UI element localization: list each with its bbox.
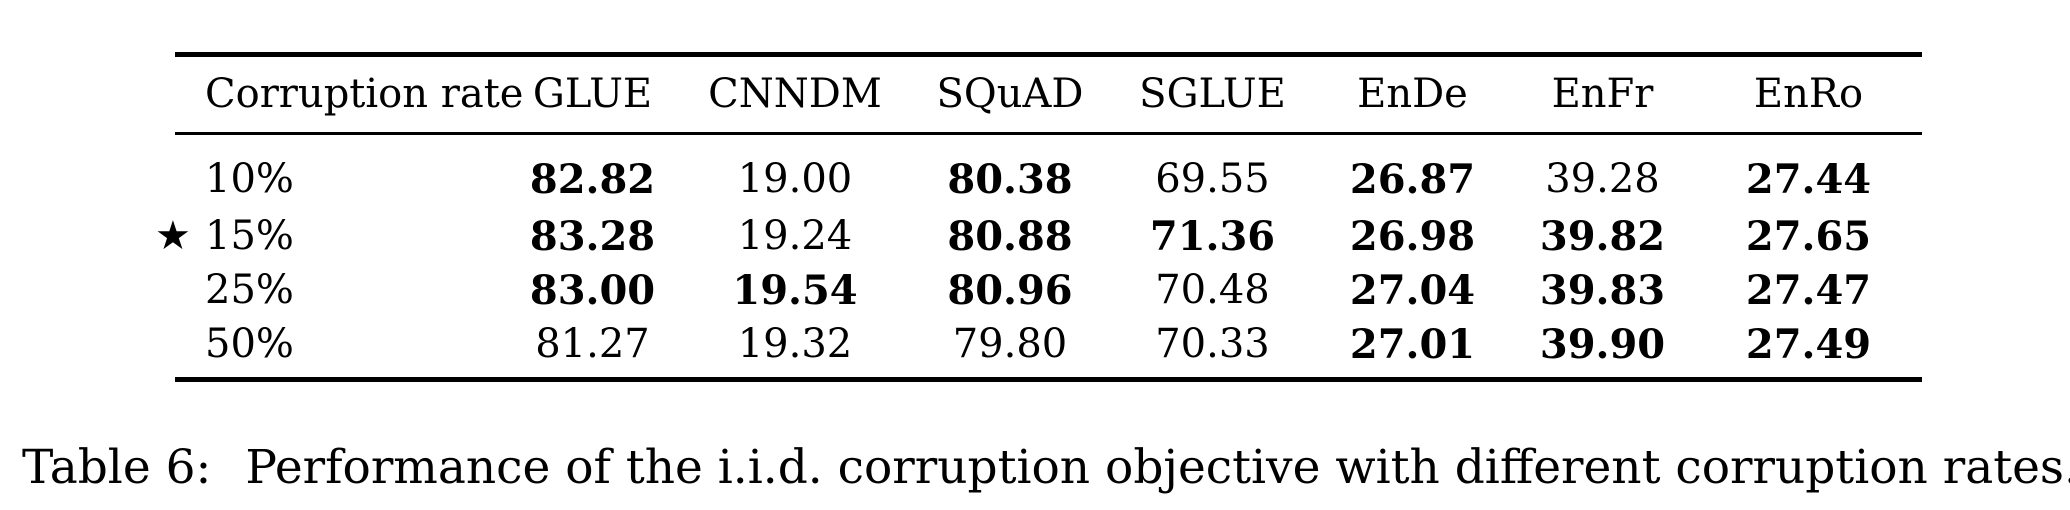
rate-value: 25% (205, 267, 294, 313)
table-cell-glue: 83.00 (529, 266, 656, 314)
table-cell-enro: 27.49 (1745, 320, 1872, 368)
table-cell-cnndm: 19.54 (732, 266, 858, 314)
table-cell-enfr: 39.28 (1545, 156, 1660, 202)
table-cell-ende: 27.04 (1349, 266, 1476, 314)
column-header-glue: GLUE (532, 70, 653, 117)
table-header-row: Corruption rate GLUE CNNDM SQuAD SGLUE E… (175, 52, 1922, 135)
table-cell-sglue: 69.55 (1155, 156, 1270, 202)
table-cell-ende: 26.87 (1349, 155, 1476, 203)
table-cell-enro: 27.47 (1745, 266, 1872, 314)
column-header-enro: EnRo (1753, 70, 1864, 117)
table-cell-glue: 81.27 (535, 321, 650, 367)
table-cell-enfr: 39.83 (1539, 266, 1666, 314)
table-cell-enfr: 39.90 (1539, 320, 1666, 368)
table-cell-enro: 27.44 (1745, 155, 1872, 203)
table-cell-ende: 26.98 (1349, 212, 1476, 260)
row-corruption-rate: 10% (175, 135, 505, 209)
row-corruption-rate: 25% (175, 263, 505, 317)
table-cell-sglue: 70.33 (1155, 321, 1270, 367)
table-cell-squad: 80.88 (947, 212, 1073, 260)
table-cell-squad: 79.80 (952, 321, 1068, 367)
table-row: 50% 81.27 19.32 79.80 70.33 27.01 39.90 27.49 (175, 317, 1922, 371)
table-header-rule (175, 132, 1922, 135)
column-header-squad: SQuAD (936, 70, 1084, 117)
column-header-cnndm: CNNDM (708, 70, 882, 117)
results-table: Corruption rate GLUE CNNDM SQuAD SGLUE E… (155, 52, 1922, 371)
table-cell-ende: 27.01 (1349, 320, 1476, 368)
table-row: 25% 83.00 19.54 80.96 70.48 27.04 39.83 27.47 (175, 263, 1922, 317)
row-corruption-rate: 50% (175, 317, 505, 371)
table-cell-cnndm: 19.24 (737, 213, 853, 259)
table-top-rule (175, 52, 1922, 57)
caption-text: Performance of the i.i.d. corruption obj… (245, 440, 2070, 495)
baseline-star-icon: ★ (155, 213, 191, 259)
table-bottom-rule (175, 377, 1922, 382)
table-row: 10% 82.82 19.00 80.38 69.55 26.87 39.28 27.44 (175, 135, 1922, 209)
table-cell-sglue: 70.48 (1155, 267, 1270, 313)
table-body: 10% 82.82 19.00 80.38 69.55 26.87 39.28 27.44 ★ 1… (155, 135, 1922, 371)
table-cell-enfr: 39.82 (1539, 212, 1666, 260)
table-cell-cnndm: 19.00 (737, 156, 853, 202)
row-corruption-rate: ★ 15% (155, 209, 505, 263)
column-header-corruption-rate: Corruption rate (205, 70, 524, 117)
column-header-ende: EnDe (1357, 70, 1468, 117)
table-caption: Table 6: Performance of the i.i.d. corrup… (22, 440, 2070, 495)
rate-value: 15% (205, 213, 294, 259)
table-cell-cnndm: 19.32 (737, 321, 853, 367)
table-row: ★ 15% 83.28 19.24 80.88 71.36 26.98 39.82 27.65 (155, 209, 1922, 263)
table-cell-enro: 27.65 (1745, 212, 1872, 260)
column-header-sglue: SGLUE (1139, 70, 1286, 117)
rate-value: 10% (205, 156, 294, 202)
table-cell-squad: 80.96 (947, 266, 1073, 314)
caption-label: Table 6: (22, 440, 212, 495)
table-cell-glue: 82.82 (529, 155, 656, 203)
column-header-enfr: EnFr (1551, 70, 1654, 117)
table-cell-squad: 80.38 (947, 155, 1073, 203)
table-cell-glue: 83.28 (529, 212, 656, 260)
rate-value: 50% (205, 321, 294, 367)
table-cell-sglue: 71.36 (1149, 212, 1276, 260)
